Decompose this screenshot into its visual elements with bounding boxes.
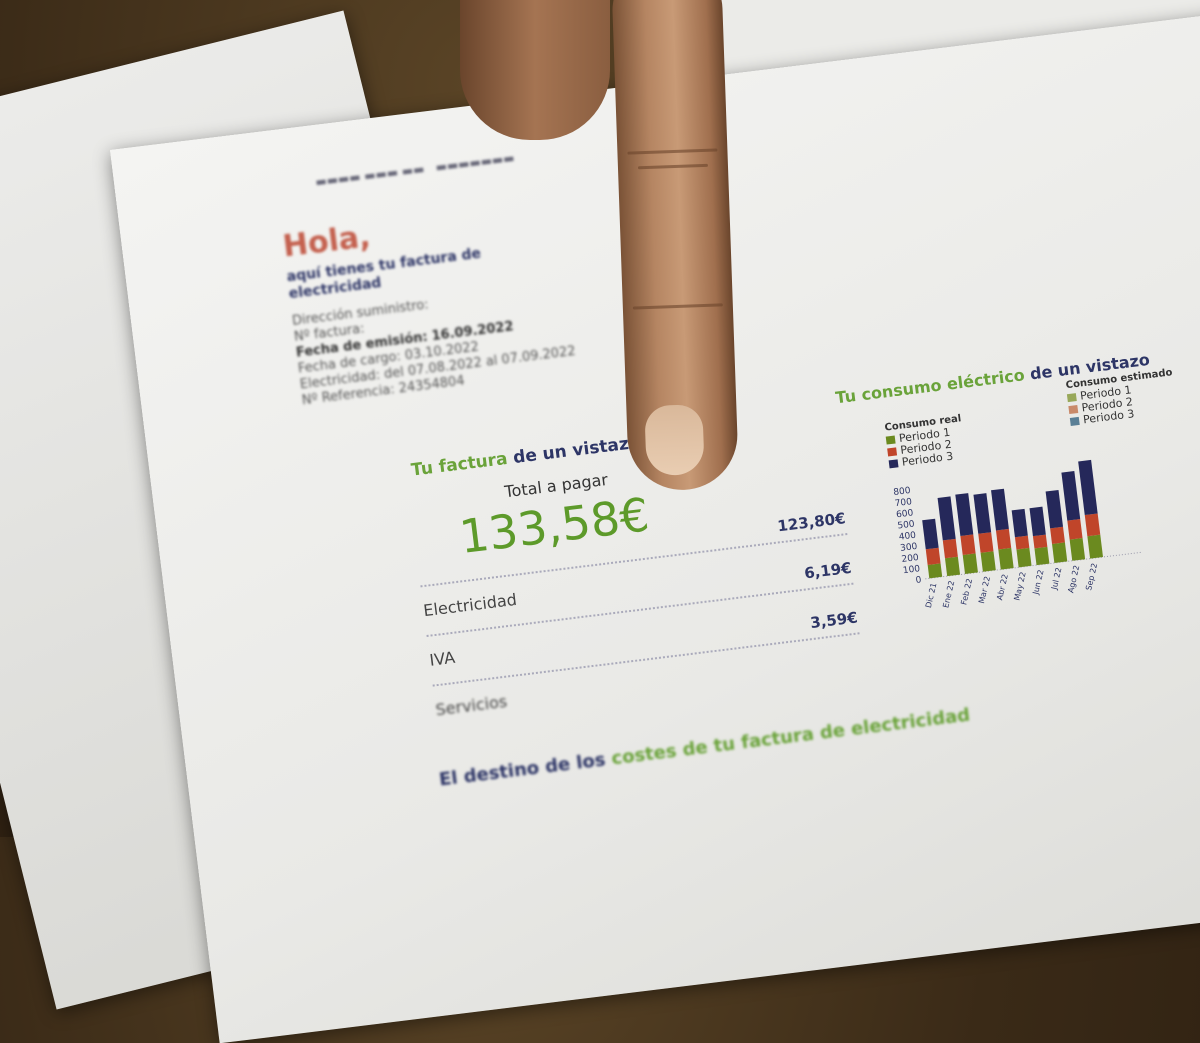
bar-segment bbox=[955, 493, 974, 536]
bar-segment bbox=[922, 518, 939, 550]
bar-segment bbox=[925, 547, 941, 565]
bar-segment bbox=[960, 534, 976, 555]
header-line: ▬▬▬▬ ▬▬▬ ▬▬ ▬▬▬▬▬▬▬ bbox=[314, 150, 516, 190]
bar-segment bbox=[1052, 542, 1068, 563]
bar-segment bbox=[991, 488, 1009, 531]
y-tick-label: 500 bbox=[897, 519, 916, 531]
x-tick-label: May 22 bbox=[1012, 571, 1027, 602]
bar-segment bbox=[1034, 546, 1050, 566]
y-tick-label: 300 bbox=[900, 542, 919, 554]
row-label: Servicios bbox=[434, 691, 509, 720]
row-value: 123,80€ bbox=[776, 509, 847, 536]
greeting: Hola, bbox=[280, 219, 373, 265]
fingernail bbox=[644, 404, 705, 477]
bar-segment bbox=[978, 532, 994, 553]
bar-segment bbox=[1087, 534, 1104, 559]
bar-segment bbox=[1067, 519, 1083, 540]
bar-segment bbox=[1050, 526, 1065, 545]
y-tick-label: 700 bbox=[894, 497, 913, 509]
bar-segment bbox=[1069, 537, 1086, 561]
y-tick-label: 600 bbox=[896, 508, 915, 520]
row-label: IVA bbox=[428, 647, 457, 670]
legend-real: Consumo real Periodo 1 Periodo 2 Periodo… bbox=[884, 413, 966, 470]
x-tick-label: Ago 22 bbox=[1066, 564, 1081, 593]
bar-segment bbox=[1011, 508, 1028, 538]
pointing-finger bbox=[610, 0, 740, 492]
x-tick-label: Ene 22 bbox=[941, 580, 956, 609]
y-tick-label: 200 bbox=[901, 553, 920, 565]
total-value: 133,58€ bbox=[456, 487, 652, 565]
bar-segment bbox=[942, 538, 958, 559]
row-label: Electricidad bbox=[422, 589, 518, 621]
x-tick-label: Sep 22 bbox=[1084, 562, 1099, 591]
hand-knuckle bbox=[460, 0, 610, 140]
bill-info: Dirección suministro: Nº factura: Fecha … bbox=[291, 280, 578, 409]
x-tick-label: Abr 22 bbox=[995, 573, 1010, 601]
title-green: Tu factura bbox=[410, 448, 509, 481]
x-tick-label: Dic 21 bbox=[924, 582, 939, 609]
bar-segment bbox=[980, 551, 996, 572]
x-axis bbox=[925, 551, 1142, 580]
bar-segment bbox=[962, 553, 978, 574]
y-tick-label: 800 bbox=[893, 486, 912, 498]
bar-segment bbox=[1084, 513, 1101, 537]
bar-segment bbox=[937, 496, 956, 541]
bar-segment bbox=[944, 556, 961, 577]
bar-segment bbox=[1014, 535, 1030, 550]
bar-segment bbox=[973, 493, 992, 534]
bar-segment bbox=[995, 528, 1012, 550]
x-tick-label: Jun 22 bbox=[1031, 569, 1046, 597]
title-navy: El destino de los bbox=[437, 749, 607, 791]
bar-segment bbox=[927, 563, 943, 579]
x-tick-label: Feb 22 bbox=[959, 578, 974, 606]
y-tick-label: 400 bbox=[898, 531, 917, 543]
title-green: costes de tu factura de electricidad bbox=[610, 704, 972, 770]
y-tick-label: 100 bbox=[902, 564, 921, 576]
title-green: Tu consumo eléctrico bbox=[834, 365, 1026, 408]
bar-segment bbox=[1045, 489, 1064, 529]
bar-segment bbox=[1029, 506, 1046, 537]
x-tick-label: Mar 22 bbox=[977, 575, 992, 604]
bar-segment bbox=[1032, 534, 1048, 549]
bar-segment bbox=[1016, 547, 1032, 568]
bar-segment bbox=[1061, 470, 1081, 521]
bar-segment bbox=[1078, 459, 1098, 516]
x-tick-label: Jul 22 bbox=[1049, 567, 1063, 592]
y-tick-label: 0 bbox=[915, 575, 922, 586]
title-navy: de un vistazo bbox=[512, 432, 642, 469]
bar-segment bbox=[998, 547, 1014, 570]
electricity-bill: ▬▬▬▬ ▬▬▬ ▬▬ ▬▬▬▬▬▬▬ Hola, aquí tienes tu… bbox=[110, 6, 1200, 1043]
